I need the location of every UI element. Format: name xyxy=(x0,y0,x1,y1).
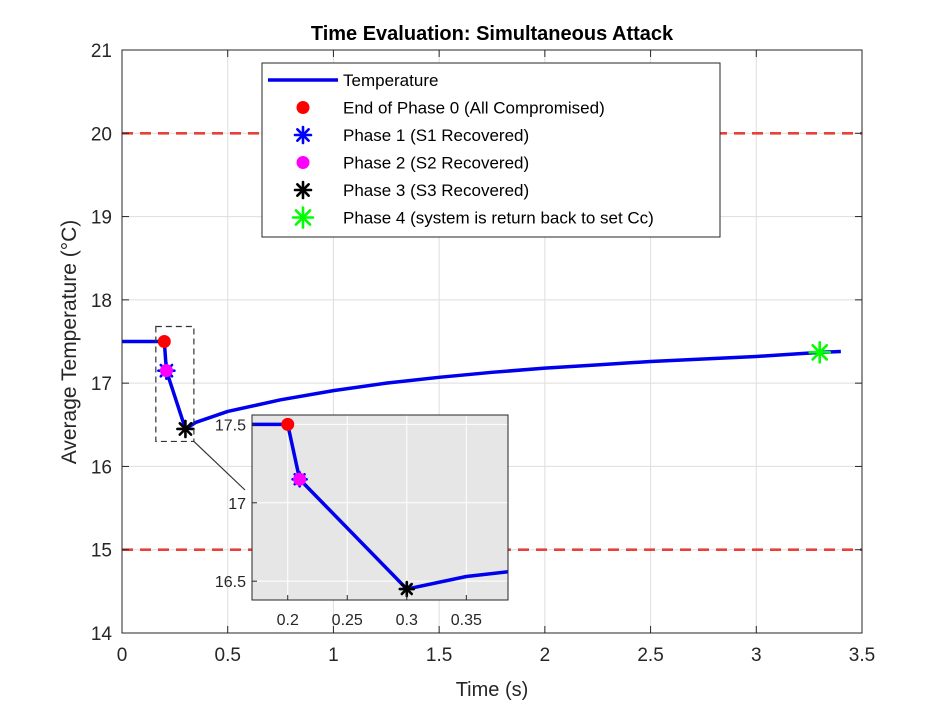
zoom-connector xyxy=(193,441,246,491)
marker-dot-shape xyxy=(157,335,171,348)
marker-asterisk xyxy=(176,419,195,439)
temperature-line xyxy=(122,339,841,431)
marker-dot-shape xyxy=(293,472,307,486)
x-tick-label: 3 xyxy=(751,645,762,666)
y-tick-label: 20 xyxy=(91,124,112,145)
inset-x-tick-label: 0.25 xyxy=(332,612,363,629)
x-tick-label: 0 xyxy=(117,645,128,666)
marker-dot xyxy=(296,101,310,114)
legend-label: End of Phase 0 (All Compromised) xyxy=(343,99,605,118)
legend-label: Phase 2 (S2 Recovered) xyxy=(343,154,529,173)
legend-item: Phase 3 (S3 Recovered) xyxy=(293,180,529,200)
marker-asterisk xyxy=(293,125,313,145)
marker-dot-shape xyxy=(296,101,310,114)
y-tick-label: 21 xyxy=(91,41,112,62)
legend-label: Phase 3 (S3 Recovered) xyxy=(343,181,529,200)
y-tick-label: 15 xyxy=(91,541,112,562)
legend-item: Temperature xyxy=(268,71,438,90)
marker-asterisk-stroke xyxy=(294,209,312,226)
inset-data xyxy=(252,417,508,598)
y-tick-label: 19 xyxy=(91,208,112,229)
x-tick-label: 1.5 xyxy=(426,645,452,666)
inset-box xyxy=(251,414,509,601)
inset-y-tick-label: 16.5 xyxy=(215,574,246,591)
marker-asterisk xyxy=(398,580,416,598)
legend-box xyxy=(261,62,721,238)
x-tick-label: 2.5 xyxy=(637,645,663,666)
marker-dot xyxy=(296,156,310,169)
chart-title: Time Evaluation: Simultaneous Attack xyxy=(311,23,674,45)
inset-x-tick-label: 0.2 xyxy=(277,612,299,629)
legend-label: Temperature xyxy=(343,71,438,90)
marker-dot xyxy=(157,335,171,348)
marker-asterisk xyxy=(808,341,832,364)
y-tick-label: 16 xyxy=(91,457,112,478)
inset-temperature-line xyxy=(252,422,508,591)
inset-x-tick-label: 0.3 xyxy=(396,612,418,629)
inset-axes: 0.2 0.25 0.3 0.35 16.5 17 17.5 xyxy=(215,414,509,629)
x-axis-label: Time (s) xyxy=(456,679,529,701)
legend-label: Phase 1 (S1 Recovered) xyxy=(343,126,529,145)
y-tick-label: 17 xyxy=(91,374,112,395)
marker-asterisk-stroke xyxy=(178,421,193,436)
marker-dot-shape xyxy=(281,417,295,431)
marker-asterisk-stroke xyxy=(811,343,829,361)
legend: Temperature End of Phase 0 (All Compromis… xyxy=(261,62,721,238)
marker-asterisk xyxy=(293,180,313,200)
legend-label: Phase 4 (system is return back to set Cc… xyxy=(343,209,654,228)
x-tick-label: 3.5 xyxy=(849,645,875,666)
marker-asterisk-stroke xyxy=(296,183,310,197)
legend-item: Phase 4 (system is return back to set Cc… xyxy=(291,206,654,229)
zoom-box xyxy=(155,325,195,443)
x-tick-label: 1 xyxy=(328,645,339,666)
y-axis-label: Average Temperature (°C) xyxy=(58,220,81,465)
legend-item: Phase 2 (S2 Recovered) xyxy=(296,154,529,173)
y-tick-label: 18 xyxy=(91,291,112,312)
axes-box xyxy=(121,49,863,634)
marker-dot-shape xyxy=(296,156,310,169)
inset-y-tick-label: 17.5 xyxy=(215,417,246,434)
legend-item: End of Phase 0 (All Compromised) xyxy=(296,99,605,118)
inset-x-tick-label: 0.35 xyxy=(451,612,482,629)
marker-asterisk-stroke xyxy=(296,128,310,142)
marker-asterisk-stroke xyxy=(400,582,414,596)
y-tick-label: 14 xyxy=(91,624,113,645)
x-tick-label: 2 xyxy=(540,645,551,666)
marker-dot-shape xyxy=(159,364,173,378)
marker-asterisk xyxy=(291,206,315,229)
inset-background xyxy=(252,415,508,600)
marker-dot xyxy=(281,417,295,431)
x-tick-label: 0.5 xyxy=(215,645,241,666)
inset-y-tick-label: 17 xyxy=(228,496,246,513)
marker-dot xyxy=(293,472,307,486)
legend-item: Phase 1 (S1 Recovered) xyxy=(293,125,529,145)
marker-dot xyxy=(159,364,173,378)
